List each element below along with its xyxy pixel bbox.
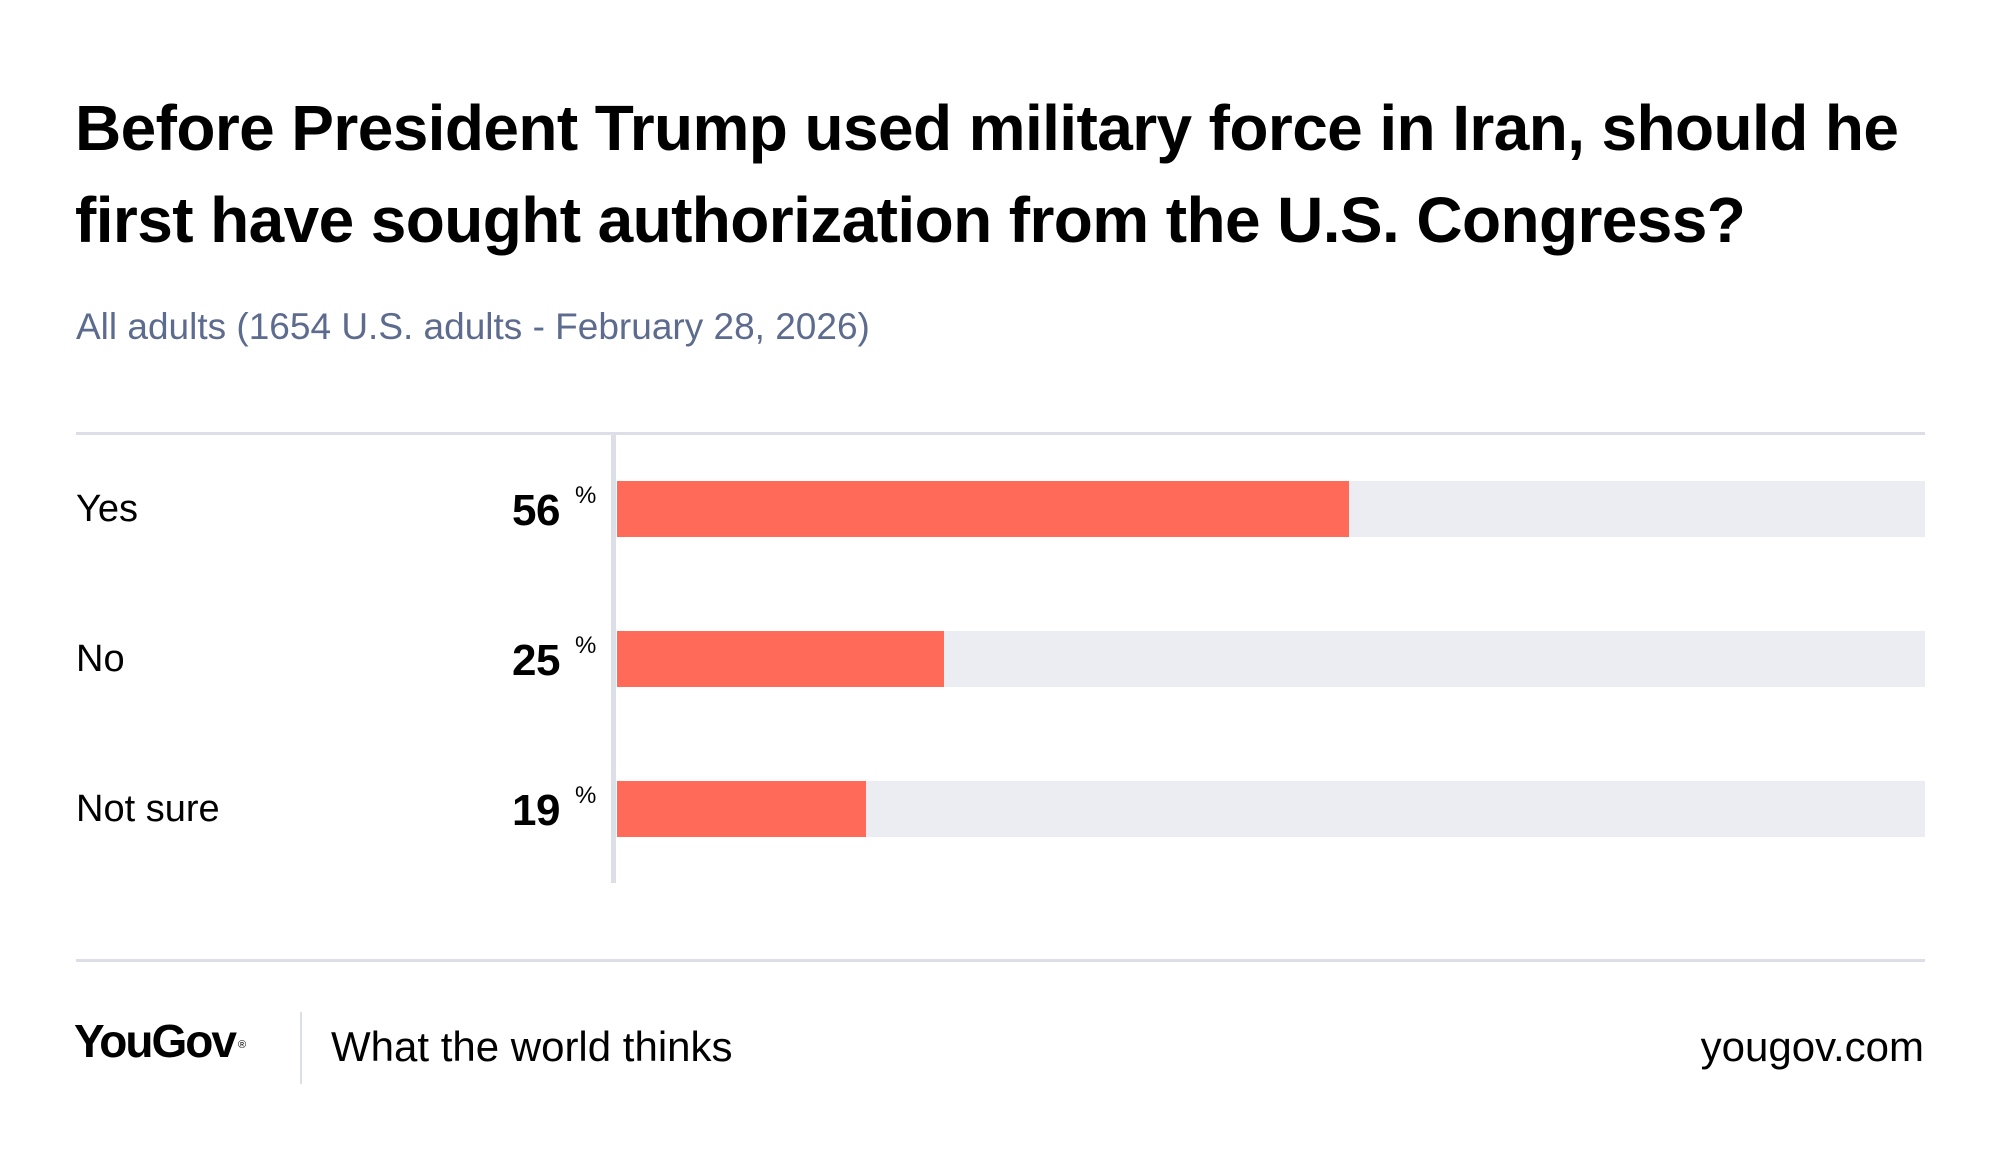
footer-site-link[interactable]: yougov.com [1700,1023,1924,1070]
bar-row: Not sure 19 % [0,781,2000,837]
value-label: 25 [512,636,560,685]
logo-text: YouGov [74,1015,237,1067]
bar-row: Yes 56 % [0,481,2000,537]
yougov-logo: YouGov ® [74,1015,247,1067]
value-label: 56 [512,486,560,535]
chart-subtitle: All adults (1654 U.S. adults - February … [76,306,870,347]
bar-row: No 25 % [0,631,2000,687]
footer-divider [76,959,1925,962]
category-label: Yes [76,488,138,530]
bar-track [617,481,1925,537]
bar-fill [617,481,1350,537]
percent-sign: % [575,482,597,509]
bar-track [617,631,1925,687]
category-label: Not sure [76,788,220,830]
chart-axis-line [611,434,616,883]
percent-sign: % [575,782,597,809]
value-label: 19 [512,786,560,835]
top-divider [76,432,1925,435]
bar-fill [617,631,944,687]
category-label: No [76,638,125,680]
bar-fill [617,781,866,837]
chart-title: Before President Trump used military for… [75,92,1899,256]
registered-mark: ® [237,1039,247,1051]
percent-sign: % [575,632,597,659]
footer-separator [300,1012,302,1084]
bar-track [617,781,1925,837]
footer-tagline: What the world thinks [331,1023,733,1070]
